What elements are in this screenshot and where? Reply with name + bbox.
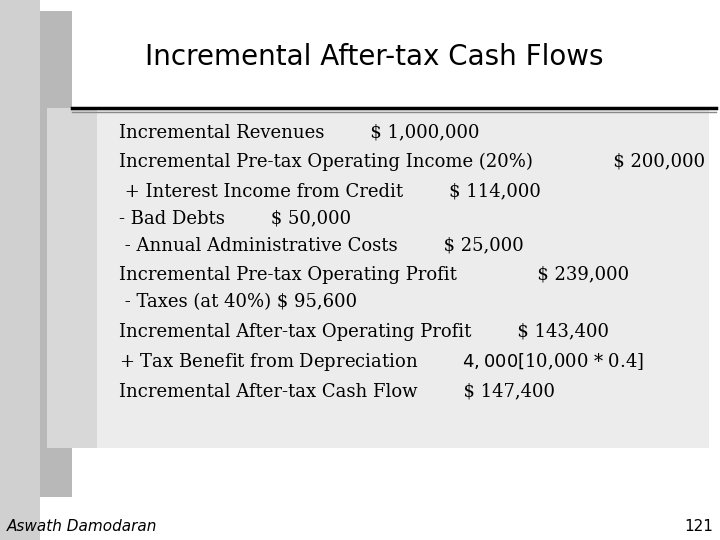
Text: Incremental After-tax Cash Flow        $ 147,400: Incremental After-tax Cash Flow $ 147,40… [119, 382, 555, 401]
Bar [40, 11, 72, 497]
Text: - Taxes (at 40%) $ 95,600: - Taxes (at 40%) $ 95,600 [119, 293, 357, 312]
Bar [72, 11, 716, 108]
Bar [47, 108, 97, 448]
Text: Incremental Revenues        $ 1,000,000: Incremental Revenues $ 1,000,000 [119, 123, 480, 141]
Text: - Annual Administrative Costs        $ 25,000: - Annual Administrative Costs $ 25,000 [119, 237, 523, 255]
Text: Incremental After-tax Cash Flows: Incremental After-tax Cash Flows [145, 43, 603, 71]
Bar [0, 0, 40, 540]
Text: + Interest Income from Credit        $ 114,000: + Interest Income from Credit $ 114,000 [119, 183, 541, 201]
Text: 121: 121 [684, 519, 713, 534]
Text: Incremental After-tax Operating Profit        $ 143,400: Incremental After-tax Operating Profit $… [119, 323, 609, 341]
Text: Incremental Pre-tax Operating Profit              $ 239,000: Incremental Pre-tax Operating Profit $ 2… [119, 266, 629, 285]
Text: Incremental Pre-tax Operating Income (20%)              $ 200,000: Incremental Pre-tax Operating Income (20… [119, 153, 705, 171]
Text: + Tax Benefit from Depreciation        $ 4,000  [$10,000 * 0.4]: + Tax Benefit from Depreciation $ 4,000 … [119, 351, 644, 373]
Bar [72, 108, 709, 448]
Text: Aswath Damodaran: Aswath Damodaran [7, 519, 158, 534]
Text: - Bad Debts        $ 50,000: - Bad Debts $ 50,000 [119, 210, 351, 228]
